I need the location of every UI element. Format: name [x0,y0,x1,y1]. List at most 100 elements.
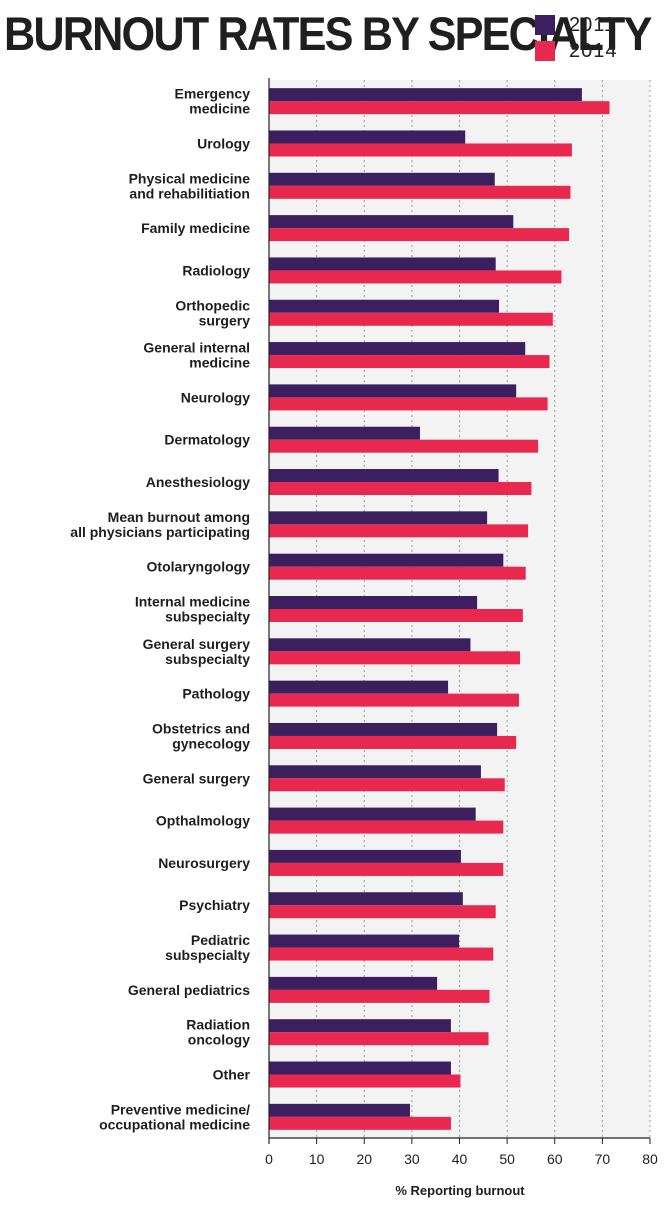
x-tick-label: 20 [356,1151,372,1167]
bar-2011 [269,215,514,229]
category-label: subspecialty [165,947,250,963]
x-axis-title: % Reporting burnout [395,1183,525,1198]
legend-swatch-2014 [535,41,555,61]
bar-2014 [269,566,526,580]
category-label: Other [213,1067,251,1083]
bar-2014 [269,905,496,919]
bar-2011 [269,1103,410,1117]
category-label: Psychiatry [179,897,250,913]
bar-2011 [269,299,500,313]
chart-legend: 2011 2014 [535,12,618,64]
x-tick-label: 40 [452,1151,468,1167]
category-label: General surgery [143,770,251,786]
bar-2014 [269,524,529,538]
bar-2014 [269,228,570,242]
category-label: Radiation [186,1017,250,1033]
category-label: Physical medicine [129,170,251,186]
legend-item-2011: 2011 [535,12,618,38]
legend-label-2011: 2011 [569,13,617,36]
x-tick-label: 70 [595,1151,611,1167]
bar-2014 [269,482,532,496]
bar-2014 [269,693,520,707]
category-label: Internal medicine [135,594,250,610]
bar-2014 [269,609,523,622]
category-label: Preventive medicine/ [111,1101,250,1117]
bar-2014 [269,947,494,961]
x-tick-label: 10 [309,1151,325,1167]
bar-2011 [269,849,461,863]
x-tick-label: 80 [642,1151,658,1167]
bar-2011 [269,257,496,271]
bar-2011 [269,553,504,567]
bar-2014 [269,439,539,453]
category-label: General pediatrics [128,982,250,998]
bar-2011 [269,934,460,948]
bar-2011 [269,384,517,398]
bar-2011 [269,172,495,186]
bar-2014 [269,820,504,834]
bar-2014 [269,778,505,792]
bar-2011 [269,342,526,356]
x-tick-label: 30 [404,1151,420,1167]
bar-2014 [269,1032,489,1046]
category-label: Opthalmology [156,813,250,829]
category-label: Neurosurgery [158,855,250,871]
bar-2011 [269,1019,451,1033]
bar-2014 [269,989,490,1003]
x-tick-label: 50 [499,1151,515,1167]
bar-2014 [269,735,517,749]
category-label: General internal [143,340,250,356]
bar-2014 [269,185,571,199]
category-label: medicine [189,355,250,371]
bar-2014 [269,651,520,665]
category-label: oncology [188,1032,250,1048]
category-label: Dermatology [164,432,250,448]
bar-2014 [269,355,550,369]
bar-2011 [269,426,420,440]
bar-2014 [269,143,572,157]
bar-2014 [269,312,553,326]
bar-2011 [269,130,466,144]
category-label: Otolaryngology [147,559,251,575]
category-label: Emergency [175,86,251,102]
category-label: occupational medicine [99,1116,250,1132]
category-label: Obstetrics and [152,720,250,736]
bar-2011 [269,596,478,609]
category-label: Neurology [181,389,250,405]
bar-2014 [269,397,548,411]
category-label: Pathology [182,686,250,702]
bar-2014 [269,101,610,115]
legend-item-2014: 2014 [535,38,618,64]
category-label: Orthopedic [175,297,250,313]
bar-2011 [269,511,488,525]
category-label: Urology [197,135,250,151]
bar-2011 [269,722,498,736]
category-label: Pediatric [191,932,250,948]
category-label: Mean burnout among [108,509,250,525]
category-label: all physicians participating [70,524,250,540]
bar-2014 [269,1116,451,1130]
bar-2014 [269,270,562,284]
bar-2014 [269,1074,461,1088]
legend-swatch-2011 [535,15,555,35]
bar-2011 [269,765,481,779]
bar-2011 [269,680,449,694]
bar-2014 [269,862,504,876]
x-tick-label: 60 [547,1151,563,1167]
category-label: Radiology [182,262,250,278]
bar-2011 [269,469,499,483]
category-label: General surgery [143,636,251,652]
bar-2011 [269,976,438,990]
category-label: subspecialty [165,609,250,625]
category-label: Family medicine [141,220,250,236]
x-tick-label: 0 [265,1151,273,1167]
category-label: Anesthesiology [146,474,250,490]
category-label: and rehabilitiation [129,185,250,201]
bar-2011 [269,638,471,652]
category-label: subspecialty [165,651,250,667]
category-label: gynecology [172,735,250,751]
bar-2011 [269,807,476,821]
category-label: medicine [189,101,250,117]
legend-label-2014: 2014 [569,39,618,62]
